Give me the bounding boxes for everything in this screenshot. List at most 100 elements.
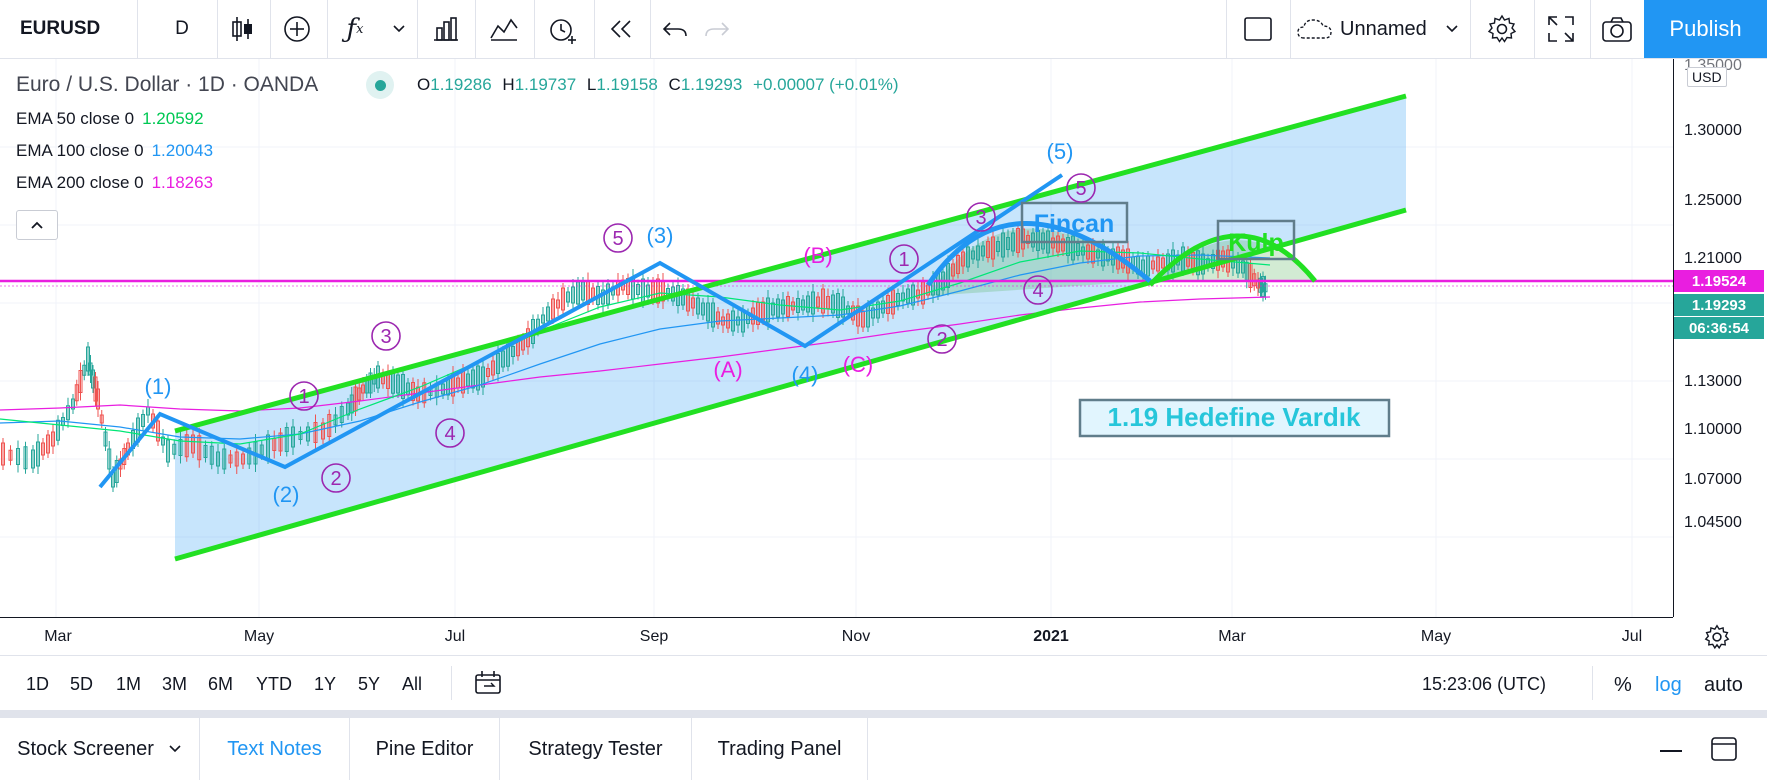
- undo-icon[interactable]: [655, 0, 695, 58]
- candles-icon[interactable]: [220, 0, 264, 58]
- range-button[interactable]: 5D: [70, 674, 94, 694]
- collapse-legend-button[interactable]: [16, 210, 58, 240]
- ohlc-values: O1.19286 H1.19737 L1.19158 C1.19293 +0.0…: [417, 75, 899, 95]
- financials-icon[interactable]: [424, 0, 468, 58]
- ema-50-line: [0, 250, 1271, 445]
- range-button[interactable]: 1D: [26, 674, 50, 694]
- add-indicator-icon[interactable]: [275, 0, 319, 58]
- auto-toggle[interactable]: auto: [1704, 674, 1743, 696]
- channel-fill: [175, 96, 1406, 559]
- alert-icon[interactable]: [540, 0, 586, 58]
- log-toggle[interactable]: log: [1655, 674, 1682, 696]
- time-tick: Jul: [1621, 628, 1643, 645]
- symbol-label: EURUSD: [20, 18, 101, 39]
- chart-canvas[interactable]: Fincan Kulp (1) (2) (3) (4) (5) (A) (B) …: [0, 59, 1673, 617]
- price-tick: 1.21000: [1684, 250, 1742, 267]
- minimize-panel-icon[interactable]: [1660, 750, 1682, 752]
- publish-button[interactable]: Publish: [1644, 0, 1767, 58]
- wave-label: (2): [273, 482, 300, 507]
- chevron-down-icon[interactable]: [385, 0, 413, 58]
- circled-number: 1: [898, 249, 909, 271]
- market-status-icon[interactable]: [366, 71, 394, 99]
- chart-settings-gear-icon[interactable]: [1704, 624, 1730, 650]
- bar-countdown: 06:36:54: [1674, 317, 1764, 339]
- circled-labels: [289, 173, 1096, 493]
- symbol-search-button[interactable]: EURUSD: [0, 0, 150, 58]
- publish-label: Publish: [1669, 16, 1742, 41]
- close-value: 1.19293: [680, 75, 743, 94]
- redo-icon[interactable]: [697, 0, 737, 58]
- time-scale[interactable]: Mar May Jul Sep Nov 2021 Mar May Jul: [0, 617, 1673, 655]
- wave-label: (A): [713, 357, 742, 382]
- interval-label: D: [175, 18, 189, 39]
- select-layout-icon[interactable]: [1232, 0, 1284, 58]
- chart-area: Fincan Kulp (1) (2) (3) (4) (5) (A) (B) …: [0, 57, 1767, 655]
- time-tick: May: [243, 628, 275, 645]
- fincan-box: [1020, 201, 1129, 244]
- ema-100-line: [0, 254, 1271, 440]
- indicator-ema-100[interactable]: EMA 100 close 0 1.20043: [16, 141, 213, 161]
- layout-name: Unnamed: [1340, 17, 1427, 40]
- time-tick: Mar: [1218, 628, 1246, 645]
- layout-menu-button[interactable]: Unnamed: [1296, 0, 1476, 58]
- tab-strategy-tester[interactable]: Strategy Tester: [500, 718, 692, 780]
- target-text-box: [1078, 398, 1391, 438]
- range-button[interactable]: 1Y: [314, 674, 337, 694]
- range-button[interactable]: 6M: [208, 674, 234, 694]
- price-scale[interactable]: 1.35000 1.30000 1.25000 1.21000 1.13000 …: [1673, 57, 1767, 617]
- divider: [1534, 0, 1535, 58]
- wave-label: (4): [792, 362, 819, 387]
- replay-icon[interactable]: [600, 0, 642, 58]
- range-button[interactable]: 3M: [162, 674, 188, 694]
- indicator-value: 1.20592: [142, 109, 204, 128]
- tab-text-notes[interactable]: Text Notes: [200, 718, 350, 780]
- time-tick: Mar: [44, 628, 72, 645]
- fullscreen-icon[interactable]: [1534, 0, 1588, 58]
- tab-pine-editor[interactable]: Pine Editor: [350, 718, 500, 780]
- utc-clock[interactable]: 15:23:06 (UTC): [1422, 674, 1547, 694]
- tab-trading-panel[interactable]: Trading Panel: [692, 718, 868, 780]
- open-label: O: [417, 75, 431, 94]
- price-tick: 1.07000: [1684, 471, 1742, 488]
- divider: [1290, 0, 1291, 58]
- camera-icon[interactable]: [1590, 0, 1644, 58]
- goto-date-icon[interactable]: [474, 669, 504, 702]
- indicator-ema-200[interactable]: EMA 200 close 0 1.18263: [16, 173, 213, 193]
- open-value: 1.19286: [430, 75, 492, 94]
- chart-pane[interactable]: Fincan Kulp (1) (2) (3) (4) (5) (A) (B) …: [0, 59, 1673, 617]
- indicator-value: 1.18263: [151, 173, 214, 192]
- circled-number: 5: [1075, 178, 1086, 200]
- channel-lower-line: [174, 207, 1407, 562]
- divider: [137, 0, 138, 58]
- high-value: 1.19737: [514, 75, 577, 94]
- circled-number: 4: [1032, 280, 1043, 302]
- price-tick: 1.30000: [1684, 122, 1742, 139]
- range-button[interactable]: YTD: [256, 674, 292, 694]
- range-button[interactable]: 1M: [116, 674, 142, 694]
- time-tick: Jul: [444, 628, 466, 645]
- divider: [270, 0, 271, 58]
- indicator-ema-50[interactable]: EMA 50 close 0 1.20592: [16, 109, 204, 129]
- low-label: L: [586, 75, 597, 94]
- target-text: 1.19 Hedefine Vardık: [1108, 402, 1361, 432]
- price-candles: [16, 222, 1268, 492]
- divider: [217, 0, 218, 58]
- compare-icon[interactable]: [482, 0, 526, 58]
- settings-gear-icon[interactable]: [1476, 0, 1528, 58]
- interval-button[interactable]: D: [158, 0, 206, 58]
- percent-toggle[interactable]: %: [1614, 674, 1632, 696]
- circled-number: 3: [380, 326, 391, 348]
- currency-badge[interactable]: USD: [1687, 67, 1727, 87]
- wave-label: (5): [1047, 139, 1074, 164]
- tab-stock-screener[interactable]: Stock Screener: [0, 718, 200, 780]
- range-button[interactable]: 5Y: [358, 674, 381, 694]
- divider: [451, 666, 452, 700]
- circled-number: 4: [444, 423, 455, 445]
- channel-upper-line: [174, 93, 1407, 434]
- divider: [1592, 666, 1593, 700]
- time-tick: 2021: [1033, 628, 1069, 645]
- range-button[interactable]: All: [402, 674, 423, 694]
- maximize-panel-icon[interactable]: [1710, 736, 1738, 767]
